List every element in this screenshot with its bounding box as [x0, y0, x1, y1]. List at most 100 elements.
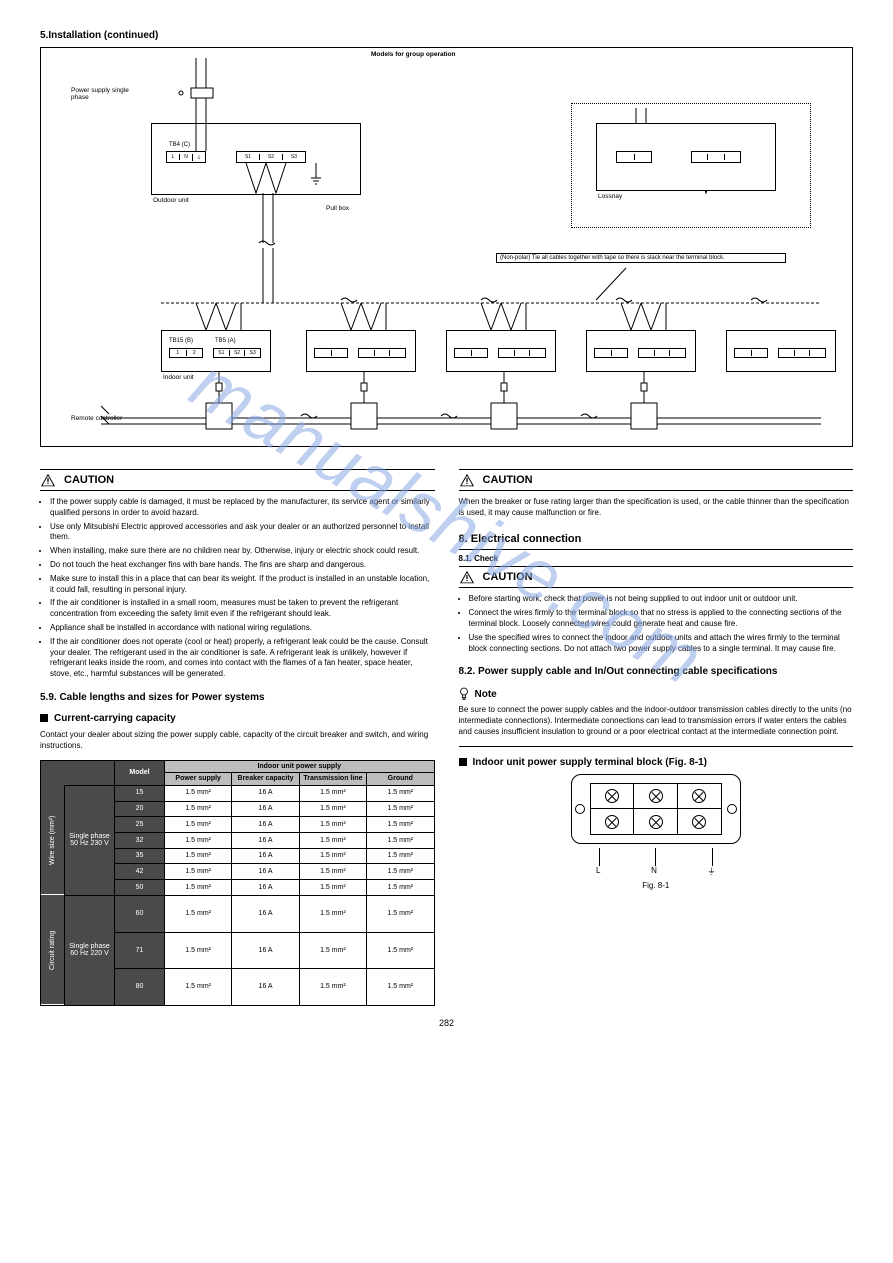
tb-cell — [455, 350, 471, 356]
td: 1.5 mm² — [367, 969, 434, 1006]
tb-cell — [617, 154, 634, 160]
tb-cell: S2 — [229, 350, 245, 356]
tb-cell — [669, 350, 685, 356]
td: 1.5 mm² — [367, 880, 434, 896]
td: 16 A — [232, 932, 299, 969]
td: 1.5 mm² — [165, 848, 232, 864]
td: 1.5 mm² — [299, 833, 366, 849]
tb-cell — [751, 350, 768, 356]
section-5-9-note: Contact your dealer about sizing the pow… — [40, 730, 435, 752]
td: 16 A — [232, 895, 299, 932]
tb-cell — [359, 350, 374, 356]
td: 1.5 mm² — [367, 864, 434, 880]
pull-box-label: Pull box — [326, 206, 349, 213]
note-label: Note — [475, 689, 497, 700]
section-8-1-heading: 8.1. Check — [459, 554, 854, 565]
warning-icon — [459, 473, 475, 487]
tb-cell — [374, 350, 390, 356]
th-group: Indoor unit power supply — [165, 760, 435, 773]
td: 16 A — [232, 969, 299, 1006]
tb-cell — [809, 350, 825, 356]
td: 16 A — [232, 817, 299, 833]
indoor1-tb15: 12 — [169, 348, 203, 358]
indoor-tb15-label: TB15 (B) — [169, 338, 193, 344]
th: Ground — [367, 773, 434, 786]
power-in-label: Power supply single phase — [71, 88, 141, 101]
tb-cell — [499, 350, 514, 356]
lossnay-tb1 — [616, 151, 652, 163]
term-label-l: L — [596, 866, 600, 877]
td: 1.5 mm² — [299, 801, 366, 817]
caution-item: Use the specified wires to connect the i… — [469, 633, 854, 655]
td: 16 A — [232, 833, 299, 849]
indoor1-tb5: S1S2S3 — [213, 348, 261, 358]
tb-cell — [471, 350, 488, 356]
square-bullet-icon — [40, 714, 48, 722]
td: 1.5 mm² — [299, 817, 366, 833]
td: 1.5 mm² — [367, 785, 434, 801]
term-heading-text: Indoor unit power supply terminal block … — [473, 757, 707, 768]
caution-item: Use only Mitsubishi Electric approved ac… — [50, 522, 435, 544]
tb-cell — [654, 350, 670, 356]
tb-cell — [389, 350, 405, 356]
terminal-screw — [634, 784, 678, 809]
td: 1.5 mm² — [367, 801, 434, 817]
left-column: CAUTION If the power supply cable is dam… — [40, 469, 435, 1006]
terminal-screw — [678, 784, 721, 809]
td-model: 32 — [115, 833, 165, 849]
conduit-note: (Non-polar) Tie all cables together with… — [496, 253, 786, 263]
section-8-heading: 8. Electrical connection — [459, 533, 854, 545]
term-label-gnd: ⏚ — [707, 866, 715, 877]
tb-cell — [611, 350, 628, 356]
term-label-n: N — [651, 866, 657, 877]
indoor4-tb5 — [638, 348, 686, 358]
td: 1.5 mm² — [165, 801, 232, 817]
th: Transmission line — [299, 773, 366, 786]
td: 16 A — [232, 864, 299, 880]
tb-cell: S3 — [244, 350, 260, 356]
indoor3-tb15 — [454, 348, 488, 358]
tb-cell: 1 — [170, 350, 186, 356]
subhead-text: Current-carrying capacity — [54, 713, 176, 724]
td: 1.5 mm² — [299, 785, 366, 801]
td-model: 60 — [115, 895, 165, 932]
terminal-screw — [591, 784, 635, 809]
tb-cell — [331, 350, 348, 356]
row-group2-phase: Single phase 60 Hz 220 V — [65, 895, 115, 1005]
td: 1.5 mm² — [299, 864, 366, 880]
term-block-heading: Indoor unit power supply terminal block … — [459, 757, 854, 768]
td: 1.5 mm² — [165, 969, 232, 1006]
mount-hole — [727, 804, 737, 814]
right-caution1-text: When the breaker or fuse rating larger t… — [459, 497, 854, 519]
tb-cell — [692, 154, 707, 160]
section-5-9-heading: 5.9. Cable lengths and sizes for Power s… — [40, 692, 435, 703]
th: Breaker capacity — [232, 773, 299, 786]
lightbulb-icon — [459, 687, 469, 701]
td: 1.5 mm² — [367, 895, 434, 932]
tb-cell — [595, 350, 611, 356]
tb-cell: S1 — [214, 350, 229, 356]
row-group: Wire size (mm²) — [41, 785, 65, 895]
td: 1.5 mm² — [165, 785, 232, 801]
indoor3-tb5 — [498, 348, 546, 358]
indoor5-tb15 — [734, 348, 768, 358]
td: 1.5 mm² — [299, 969, 366, 1006]
terminal-block-figure — [571, 774, 741, 844]
tb-cell — [707, 154, 723, 160]
caution-item: If the air conditioner is installed in a… — [50, 598, 435, 620]
caution-header-r2: CAUTION — [459, 566, 854, 588]
td-model: 25 — [115, 817, 165, 833]
caution-label: CAUTION — [483, 571, 533, 583]
tb-cell: 2 — [186, 350, 203, 356]
lossnay-tb2 — [691, 151, 741, 163]
square-bullet-icon — [459, 758, 467, 766]
warning-icon — [459, 570, 475, 584]
caution-label: CAUTION — [483, 474, 533, 486]
td: 1.5 mm² — [165, 817, 232, 833]
tb-cell — [315, 350, 331, 356]
caution-item: Connect the wires firmly to the terminal… — [469, 608, 854, 630]
td: 1.5 mm² — [299, 932, 366, 969]
diagram-caption: Models for group operation — [371, 52, 456, 59]
indoor2-tb15 — [314, 348, 348, 358]
td: 1.5 mm² — [165, 864, 232, 880]
